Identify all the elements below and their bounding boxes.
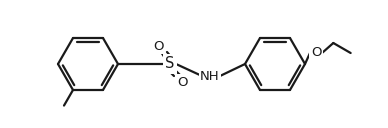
Text: O: O	[311, 46, 321, 60]
Text: O: O	[153, 40, 163, 52]
Text: O: O	[177, 76, 187, 88]
Text: S: S	[165, 56, 175, 72]
Text: NH: NH	[200, 70, 220, 83]
